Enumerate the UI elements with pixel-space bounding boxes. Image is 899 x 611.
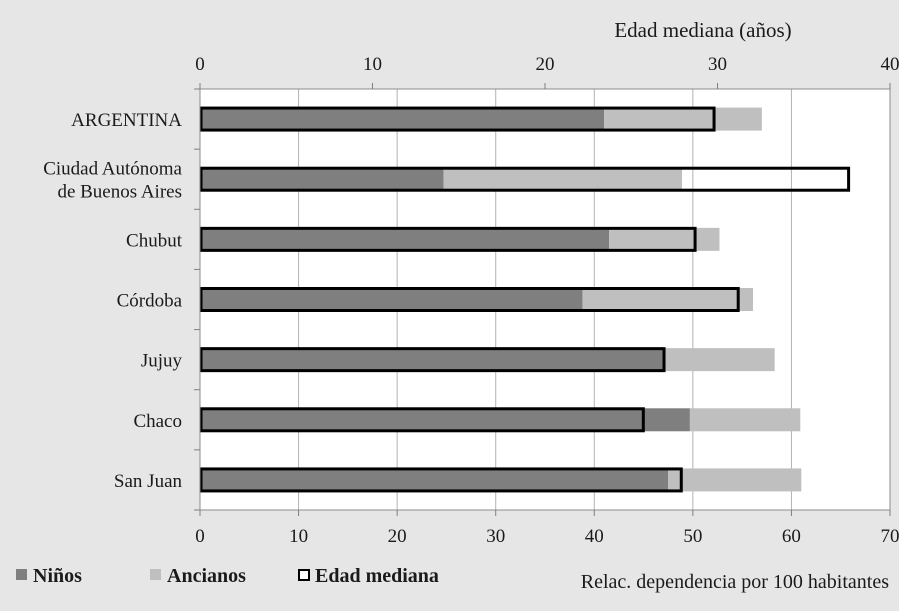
bar-ni-os <box>200 408 690 431</box>
category-label: Jujuy <box>141 351 183 372</box>
top-tick-label: 30 <box>708 54 727 75</box>
category-label-line: Chubut <box>126 230 183 251</box>
category-label-line: ARGENTINA <box>71 110 182 131</box>
legend-label: Edad mediana <box>315 565 439 587</box>
top-axis-title: Edad mediana (años) <box>614 18 791 42</box>
bottom-tick-label: 10 <box>289 526 308 547</box>
top-tick-label: 20 <box>536 54 555 75</box>
category-label-line: Jujuy <box>141 351 183 372</box>
category-label-line: San Juan <box>114 471 183 492</box>
legend: Niños Ancianos Edad mediana <box>16 565 439 587</box>
bar-ancianos <box>690 408 800 431</box>
bar-ni-os <box>200 348 663 371</box>
category-label: San Juan <box>114 471 183 492</box>
category-label: Chaco <box>133 411 182 432</box>
category-label: Chubut <box>126 230 183 251</box>
legend-label: Niños <box>33 565 82 587</box>
category-label: Córdoba <box>117 291 183 312</box>
legend-swatch <box>16 569 27 580</box>
legend-swatch <box>150 569 161 580</box>
bar-ancianos <box>609 228 719 251</box>
bar-ancianos <box>443 168 682 191</box>
category-label-line: Córdoba <box>117 291 183 312</box>
category-label-line: de Buenos Aires <box>57 182 182 203</box>
top-tick-label: 0 <box>195 54 205 75</box>
category-label: ARGENTINA <box>71 110 182 131</box>
bottom-tick-label: 50 <box>683 526 702 547</box>
bar-ni-os <box>200 468 668 491</box>
bar-ancianos <box>663 348 774 371</box>
bottom-tick-label: 20 <box>388 526 407 547</box>
bar-ni-os <box>200 288 582 311</box>
bar-ni-os <box>200 108 604 131</box>
legend-label: Ancianos <box>167 565 246 587</box>
bar-ni-os <box>200 168 443 191</box>
bar-ancianos <box>668 468 801 491</box>
top-tick-label: 40 <box>881 54 899 75</box>
bottom-tick-label: 60 <box>782 526 801 547</box>
bottom-axis-title: Relac. dependencia por 100 habitantes <box>581 571 889 593</box>
bottom-tick-label: 40 <box>585 526 604 547</box>
bar-ancianos <box>604 108 762 131</box>
bar-ancianos <box>582 288 753 311</box>
top-tick-label: 10 <box>363 54 382 75</box>
category-label-line: Chaco <box>133 411 182 432</box>
bar-ni-os <box>200 228 609 251</box>
legend-swatch <box>299 570 309 580</box>
bottom-tick-label: 30 <box>486 526 505 547</box>
category-label-line: Ciudad Autónoma <box>43 159 182 180</box>
bottom-tick-label: 70 <box>881 526 899 547</box>
bottom-tick-label: 0 <box>195 526 205 547</box>
